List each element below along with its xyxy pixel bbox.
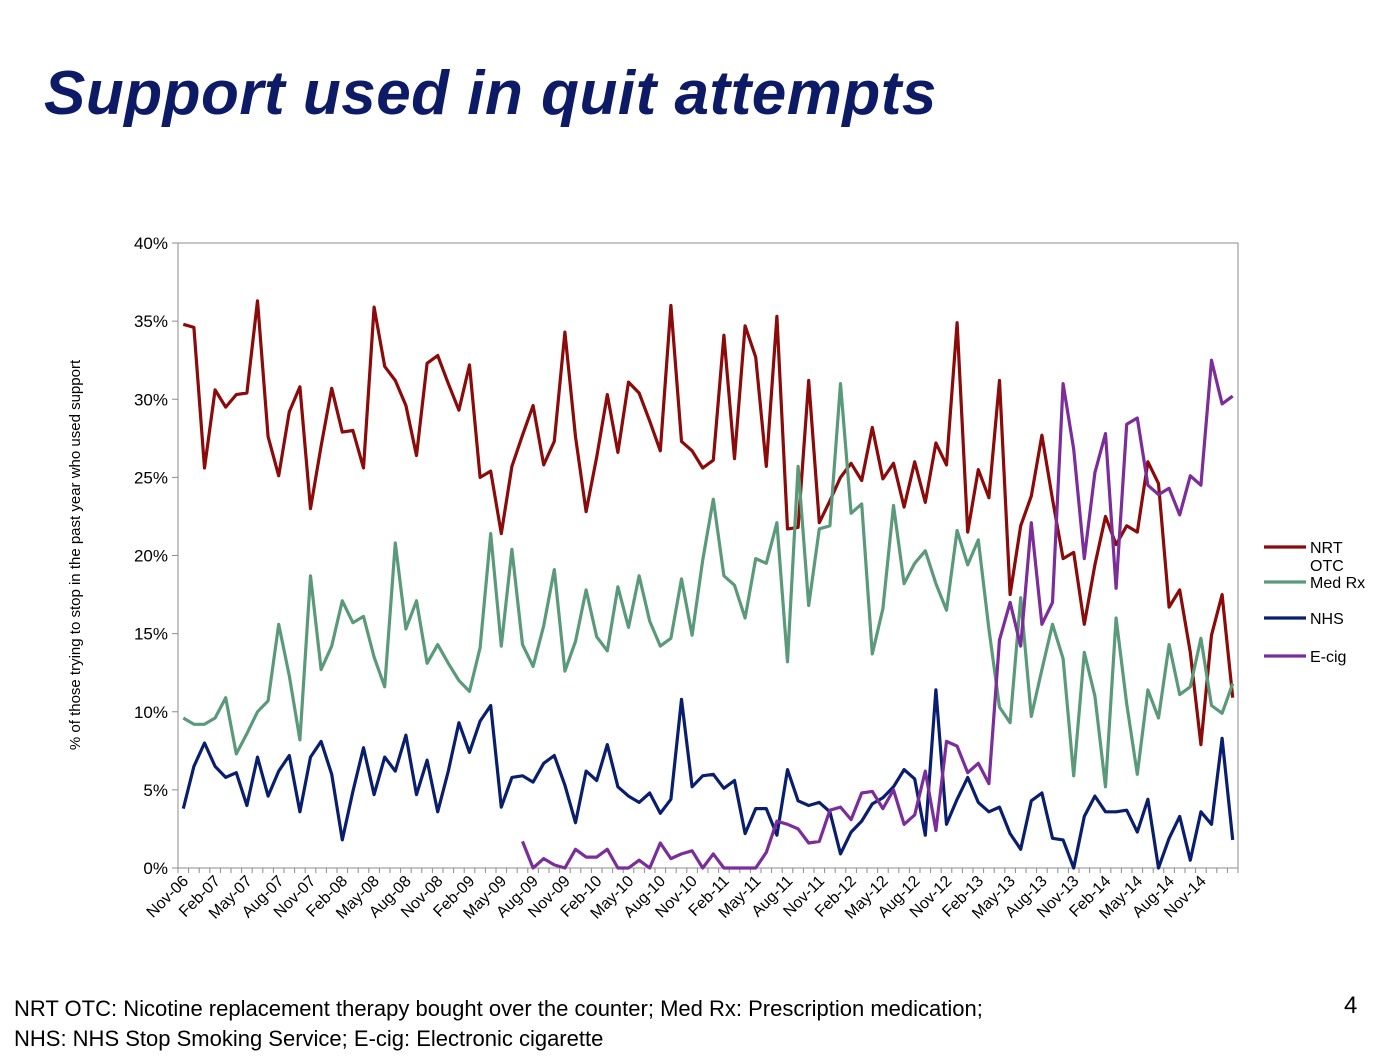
legend-label-line: OTC [1310,558,1344,575]
legend-label-nrt-otc: NRT OTC [1310,540,1344,575]
y-tick-label: 25% [134,468,168,487]
legend-label-med-rx: Med Rx [1310,575,1365,592]
y-tick-label: 5% [143,781,168,800]
series-line-med-rx [182,382,1235,789]
footnote-line-1: NRT OTC: Nicotine replacement therapy bo… [14,996,983,1021]
legend-label-e-cig: E-cig [1310,649,1346,666]
footnote: NRT OTC: Nicotine replacement therapy bo… [14,994,983,1054]
series-line-e-cig [521,358,1234,870]
legend-label-line: NRT [1310,540,1343,557]
y-tick-label: 30% [134,390,168,409]
series-line-nhs [181,688,1235,870]
page-number: 4 [1344,992,1358,1019]
y-tick-label: 10% [134,703,168,722]
y-axis-title-group: % of those trying to stop in the past ye… [67,359,84,750]
legend-label-nhs: NHS [1310,611,1344,628]
footnote-line-2: NHS: NHS Stop Smoking Service; E-cig: El… [14,1026,604,1051]
line-chart: % of those trying to stop in the past ye… [67,234,1365,923]
y-tick-label: 0% [143,859,168,878]
y-tick-label: 40% [134,234,168,253]
series-layer [181,299,1235,870]
slide-title: Support used in quit attempts [44,59,937,128]
y-axis-title: % of those trying to stop in the past ye… [67,359,84,750]
series-line-nrt-otc [182,299,1235,747]
y-tick-label: 20% [134,547,168,566]
y-tick-label: 35% [134,312,168,331]
chart-axes: 0%5%10%15%20%25%30%35%40%Nov-06Feb-07May… [134,234,1239,923]
y-tick-label: 15% [134,625,168,644]
